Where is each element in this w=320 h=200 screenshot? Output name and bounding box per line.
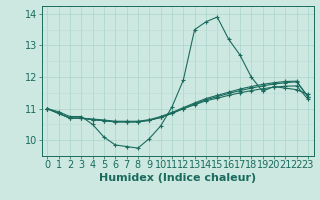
X-axis label: Humidex (Indice chaleur): Humidex (Indice chaleur) [99, 173, 256, 183]
